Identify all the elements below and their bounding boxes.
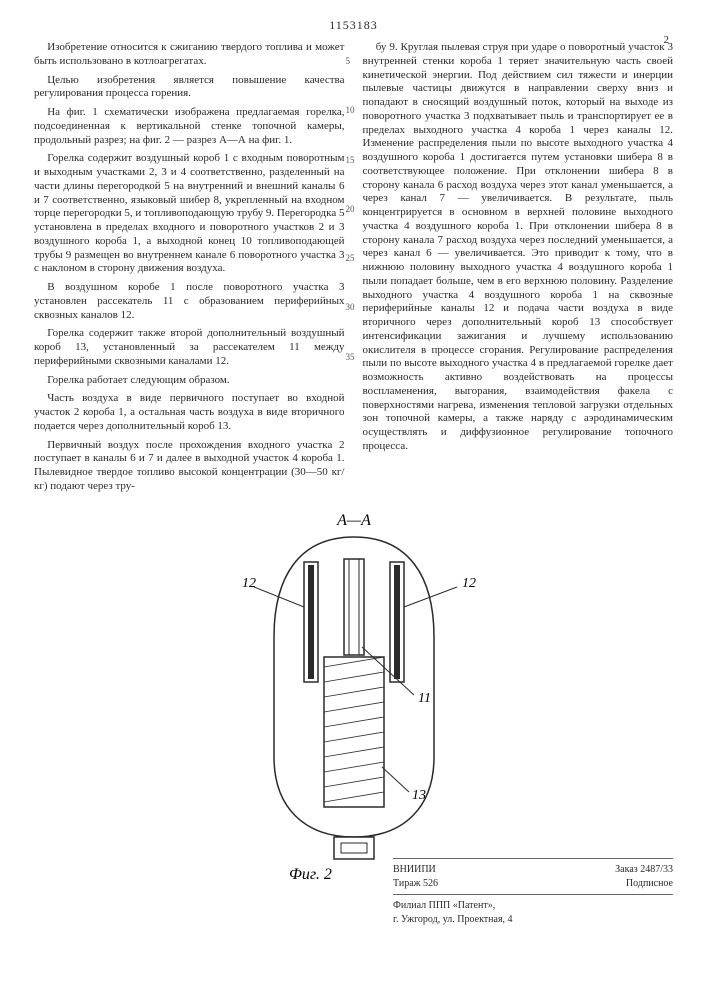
channel-12-right	[390, 562, 404, 682]
splitter-11	[344, 559, 364, 655]
signed: Подписное	[626, 877, 673, 891]
label-12-left: 12	[242, 576, 256, 591]
order-number: Заказ 2487/33	[615, 863, 673, 877]
tirazh: Тираж 526	[393, 877, 438, 891]
right-column: бу 9. Круглая пылевая струя при ударе о …	[363, 41, 674, 499]
figure-2: А—А	[34, 507, 673, 887]
publisher: ВНИИПИ	[393, 863, 436, 877]
line-marker: 15	[346, 155, 355, 166]
page: 1153183 2 5 10 15 20 25 30 35 Изобретени…	[0, 0, 707, 1000]
channel-12-left	[304, 562, 318, 682]
left-column: Изобретение относится к сжиганию твердог…	[34, 41, 345, 499]
page-num-right: 2	[664, 34, 670, 48]
line-marker: 10	[346, 105, 355, 116]
paragraph: Горелка содержит воздушный короб 1 с вхо…	[34, 152, 345, 276]
address: г. Ужгород, ул. Проектная, 4	[393, 913, 673, 927]
paragraph: На фиг. 1 схематически изображена предла…	[34, 106, 345, 147]
section-label: А—А	[336, 512, 371, 529]
paragraph: Первичный воздух после прохождения входн…	[34, 439, 345, 494]
imprint-block: ВНИИПИ Заказ 2487/33 Тираж 526 Подписное…	[393, 854, 673, 926]
paragraph: Изобретение относится к сжиганию твердог…	[34, 41, 345, 69]
label-12-right: 12	[462, 576, 476, 591]
line-number-gutter: 5 10 15 20 25 30 35	[346, 56, 355, 363]
line-marker: 30	[346, 302, 355, 313]
line-marker: 5	[346, 56, 355, 67]
paragraph: бу 9. Круглая пылевая струя при ударе о …	[363, 41, 674, 454]
patent-number: 1153183	[34, 18, 673, 33]
paragraph: Горелка содержит также второй дополнител…	[34, 327, 345, 368]
paragraph: Часть воздуха в виде первичного поступае…	[34, 392, 345, 433]
paragraph: Горелка работает следующим образом.	[34, 374, 345, 388]
figure-caption: Фиг. 2	[289, 866, 332, 883]
line-marker: 20	[346, 204, 355, 215]
branch: Филиал ППП «Патент»,	[393, 899, 673, 913]
paragraph: В воздушном коробе 1 после поворотного у…	[34, 281, 345, 322]
line-marker: 25	[346, 253, 355, 264]
label-13: 13	[412, 788, 426, 803]
line-marker: 35	[346, 352, 355, 363]
bottom-outlet-inner	[341, 843, 367, 853]
label-11: 11	[418, 691, 431, 706]
paragraph: Целью изобретения является повышение кач…	[34, 74, 345, 102]
inner-box-13	[324, 657, 384, 807]
figure-svg: А—А	[204, 507, 504, 887]
